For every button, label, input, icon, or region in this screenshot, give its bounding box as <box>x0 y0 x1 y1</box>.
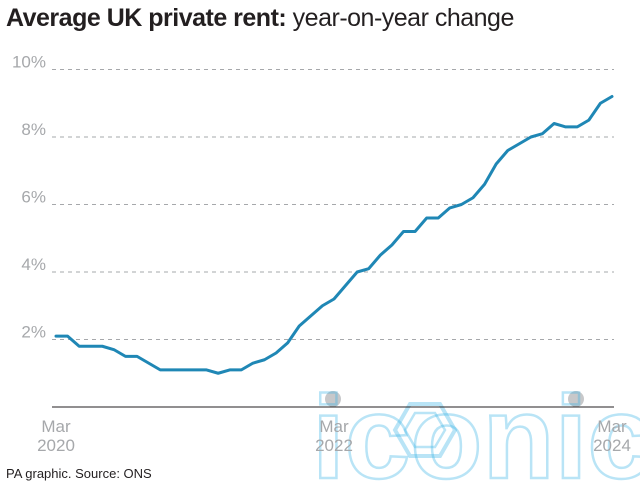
x-tick-label-year: 2024 <box>593 436 631 455</box>
data-point <box>297 324 301 328</box>
data-point <box>587 118 591 122</box>
title-light-part: year-on-year change <box>286 4 515 32</box>
data-point <box>100 344 104 348</box>
data-point <box>355 270 359 274</box>
x-tick-label-year: 2022 <box>315 436 353 455</box>
data-point <box>147 361 151 365</box>
series-group <box>54 95 614 375</box>
data-point <box>228 368 232 372</box>
data-point <box>54 334 58 338</box>
data-point <box>367 267 371 271</box>
data-point <box>598 101 602 105</box>
data-point <box>529 135 533 139</box>
y-tick-label: 10% <box>12 53 46 72</box>
data-point <box>390 243 394 247</box>
data-point <box>263 358 267 362</box>
data-point <box>158 368 162 372</box>
data-point <box>459 203 463 207</box>
watermark-dot-left <box>325 391 341 407</box>
data-point <box>89 344 93 348</box>
watermark-text: iconic <box>312 372 640 489</box>
data-point <box>564 125 568 129</box>
data-point <box>274 351 278 355</box>
data-point <box>378 253 382 257</box>
data-point <box>517 142 521 146</box>
data-point <box>494 162 498 166</box>
data-point <box>124 354 128 358</box>
x-tick-label-year: 2020 <box>37 436 75 455</box>
data-point <box>77 344 81 348</box>
series-line <box>54 95 614 375</box>
y-tick-label: 4% <box>21 255 46 274</box>
data-point <box>436 216 440 220</box>
data-point <box>402 230 406 234</box>
data-point <box>66 334 70 338</box>
watermark-hexagon-icon <box>392 402 458 458</box>
data-point <box>541 132 545 136</box>
data-point <box>413 230 417 234</box>
data-point <box>471 196 475 200</box>
data-point <box>610 95 614 99</box>
watermark-dot-right <box>568 391 584 407</box>
y-tick-label: 8% <box>21 120 46 139</box>
y-tick-label: 2% <box>21 323 46 342</box>
x-tick-label-month: Mar <box>597 417 627 436</box>
data-point <box>506 149 510 153</box>
data-point <box>216 371 220 375</box>
data-point <box>448 206 452 210</box>
data-point <box>239 368 243 372</box>
data-point <box>112 348 116 352</box>
y-tick-label: 6% <box>21 188 46 207</box>
data-point <box>286 341 290 345</box>
chart-title: Average UK private rent: year-on-year ch… <box>6 3 514 33</box>
data-point <box>483 182 487 186</box>
data-point <box>181 368 185 372</box>
source-note: PA graphic. Source: ONS <box>6 466 152 481</box>
gridlines <box>52 69 614 340</box>
data-point <box>170 368 174 372</box>
data-point <box>552 122 556 126</box>
data-point <box>344 284 348 288</box>
data-point <box>332 297 336 301</box>
data-point <box>193 368 197 372</box>
watermark: iconic <box>311 371 640 489</box>
x-tick-label-month: Mar <box>41 417 71 436</box>
x-tick-label-month: Mar <box>319 417 349 436</box>
data-point <box>309 314 313 318</box>
data-point <box>425 216 429 220</box>
data-point <box>135 354 139 358</box>
data-point <box>320 304 324 308</box>
data-point <box>575 125 579 129</box>
data-point <box>251 361 255 365</box>
data-point <box>205 368 209 372</box>
y-axis-labels: 2% 4% 6% 8% 10% <box>12 53 46 342</box>
title-bold-part: Average UK private rent: <box>6 4 287 32</box>
